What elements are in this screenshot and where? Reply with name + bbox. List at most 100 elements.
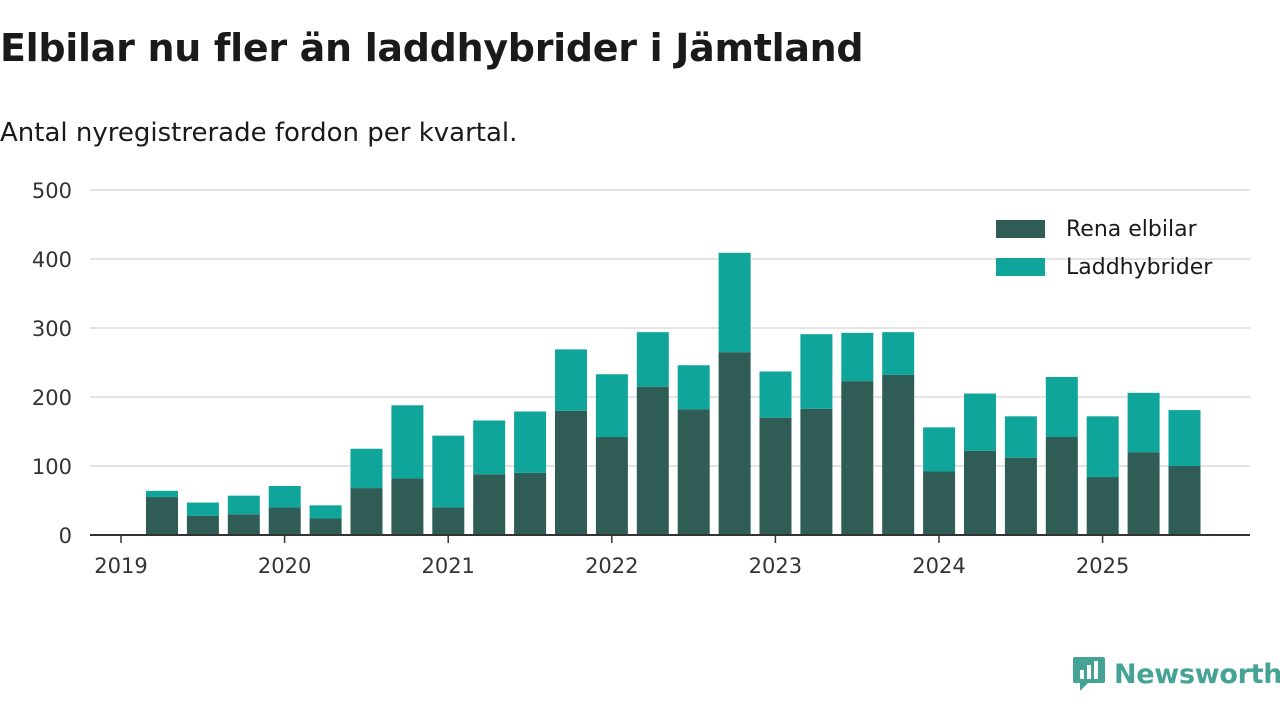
- bar-laddhybrider: [636, 332, 669, 387]
- x-tick-label: 2019: [94, 554, 147, 578]
- y-tick-label: 200: [32, 386, 72, 410]
- bar-laddhybrider: [555, 349, 587, 411]
- bar-laddhybrider: [800, 334, 833, 409]
- bar-laddhybrider: [514, 411, 547, 473]
- y-tick-label: 400: [32, 248, 72, 272]
- bar-rena-elbilar: [1045, 437, 1078, 535]
- x-tick-label: 2023: [749, 554, 802, 578]
- bar-rena-elbilar: [841, 381, 874, 535]
- bar-rena-elbilar: [391, 478, 424, 535]
- bar-rena-elbilar: [800, 408, 833, 535]
- brand-name: Newsworthy: [1114, 658, 1280, 690]
- bar-group: [268, 486, 301, 535]
- bar-group: [186, 502, 219, 535]
- bar-group: [432, 435, 465, 535]
- bar-group: [1168, 410, 1201, 535]
- bar-group: [923, 427, 956, 535]
- bar-rena-elbilar: [923, 471, 956, 535]
- legend: Rena elbilar Laddhybrider: [996, 217, 1213, 280]
- y-tick-label: 100: [32, 455, 72, 479]
- x-tick-label: 2022: [585, 554, 638, 578]
- bar-laddhybrider: [1086, 416, 1119, 478]
- bar-rena-elbilar: [186, 515, 219, 535]
- bar-group: [391, 405, 424, 535]
- bar-laddhybrider: [432, 435, 465, 508]
- bar-rena-elbilar: [1004, 457, 1037, 535]
- y-tick-label: 500: [32, 179, 72, 203]
- bar-group: [473, 420, 506, 535]
- bar-laddhybrider: [841, 332, 874, 382]
- bar-rena-elbilar: [268, 507, 301, 535]
- bar-rena-elbilar: [759, 417, 792, 535]
- bar-group: [800, 334, 833, 535]
- chart-subtitle: Antal nyregistrerade fordon per kvartal.: [0, 118, 518, 148]
- bar-group: [309, 505, 342, 535]
- bar-rena-elbilar: [432, 507, 465, 535]
- bar-rena-elbilar: [227, 514, 260, 535]
- x-tick-label: 2021: [421, 554, 474, 578]
- newsworthy-logo-icon: [1073, 657, 1105, 691]
- bar-group: [146, 490, 178, 535]
- bar-group: [759, 371, 792, 535]
- bar-laddhybrider: [268, 486, 301, 508]
- bar-rena-elbilar: [882, 374, 915, 535]
- bar-laddhybrider: [227, 495, 260, 515]
- bar-laddhybrider: [882, 332, 915, 375]
- bar-laddhybrider: [964, 393, 996, 451]
- bar-group: [964, 393, 996, 535]
- x-tick-label: 2025: [1076, 554, 1129, 578]
- legend-label: Laddhybrider: [1066, 255, 1213, 280]
- bar-laddhybrider: [473, 420, 506, 475]
- bar-group: [1086, 416, 1119, 535]
- bar-laddhybrider: [1127, 392, 1160, 453]
- bar-rena-elbilar: [964, 450, 996, 535]
- x-tick-label: 2024: [912, 554, 965, 578]
- bar-laddhybrider: [1045, 376, 1078, 438]
- x-tick-label: 2020: [258, 554, 311, 578]
- bar-group: [677, 365, 710, 535]
- bar-laddhybrider: [146, 490, 178, 498]
- bar-group: [350, 448, 383, 535]
- bar-rena-elbilar: [1127, 452, 1160, 535]
- bar-group: [595, 374, 628, 535]
- bar-group: [227, 495, 260, 535]
- bar-laddhybrider: [677, 365, 710, 410]
- bar-group: [636, 332, 669, 535]
- y-axis-tick-labels: 0 100 200 300 400 500: [32, 179, 72, 548]
- bar-rena-elbilar: [677, 409, 710, 535]
- bar-rena-elbilar: [473, 474, 506, 535]
- bar-group: [882, 332, 915, 535]
- bar-laddhybrider: [309, 505, 342, 519]
- bar-rena-elbilar: [514, 472, 547, 535]
- bar-group: [1045, 376, 1078, 535]
- bar-rena-elbilar: [350, 488, 383, 535]
- chart-title: Elbilar nu fler än laddhybrider i Jämtla…: [0, 26, 864, 70]
- bar-rena-elbilar: [636, 386, 669, 535]
- bar-rena-elbilar: [146, 497, 178, 535]
- bar-laddhybrider: [923, 427, 956, 472]
- bar-laddhybrider: [391, 405, 424, 479]
- bar-rena-elbilar: [309, 518, 342, 535]
- bar-rena-elbilar: [555, 410, 587, 535]
- bar-laddhybrider: [1168, 410, 1201, 466]
- legend-swatch: [996, 258, 1045, 276]
- y-tick-label: 0: [59, 524, 72, 548]
- bar-rena-elbilar: [718, 352, 751, 535]
- legend-label: Rena elbilar: [1066, 217, 1198, 242]
- bar-laddhybrider: [350, 448, 383, 489]
- bar-laddhybrider: [718, 252, 751, 353]
- x-axis-ticks: 2019 2020 2021 2022 2023 2024 2025: [94, 535, 1129, 578]
- bar-group: [718, 252, 751, 535]
- bar-group: [841, 332, 874, 535]
- bar-rena-elbilar: [595, 437, 628, 535]
- bar-group: [555, 349, 587, 535]
- bar-laddhybrider: [1004, 416, 1037, 458]
- bar-group: [1127, 392, 1160, 535]
- y-tick-label: 300: [32, 317, 72, 341]
- bar-group: [1004, 416, 1037, 535]
- bar-group: [514, 411, 547, 535]
- newsworthy-logo: Newsworthy: [1072, 655, 1280, 693]
- bar-laddhybrider: [595, 374, 628, 438]
- bar-rena-elbilar: [1168, 466, 1201, 535]
